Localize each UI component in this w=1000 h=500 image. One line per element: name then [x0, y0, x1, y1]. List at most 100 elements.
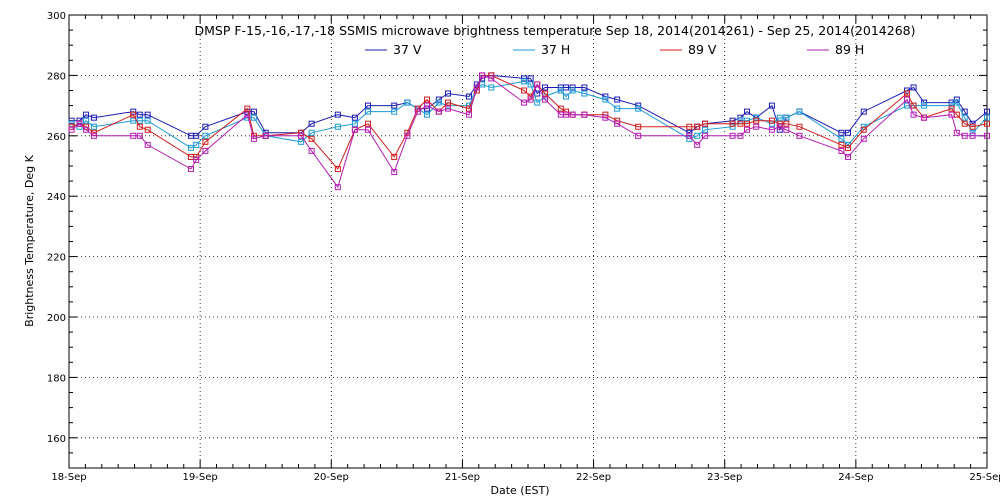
data-point — [435, 108, 442, 115]
data-point — [969, 132, 976, 139]
data-point — [351, 114, 358, 121]
data-point — [768, 117, 775, 124]
data-point — [488, 84, 495, 91]
data-point — [581, 84, 588, 91]
data-point — [521, 78, 528, 85]
data-point — [334, 184, 341, 191]
legend-item: 89 H — [807, 42, 864, 57]
x-tick-label: 19-Sep — [183, 472, 218, 483]
x-tick-label: 20-Sep — [314, 472, 349, 483]
data-point — [744, 108, 751, 115]
data-point — [244, 105, 251, 112]
data-point — [961, 114, 968, 121]
data-point — [424, 102, 431, 109]
data-point — [534, 99, 541, 106]
data-point — [737, 120, 744, 127]
series-line — [71, 74, 987, 189]
data-point — [694, 132, 701, 139]
data-point — [244, 111, 251, 118]
data-point — [404, 132, 411, 139]
data-point — [130, 132, 137, 139]
data-point — [702, 126, 709, 133]
data-point — [424, 111, 431, 118]
data-point — [796, 132, 803, 139]
data-point — [776, 123, 783, 130]
data-point — [753, 114, 760, 121]
data-point — [635, 132, 642, 139]
data-point — [262, 132, 269, 139]
data-point — [202, 132, 209, 139]
data-point — [557, 105, 564, 112]
data-point — [686, 123, 693, 130]
data-point — [969, 129, 976, 136]
data-point — [844, 144, 851, 151]
data-point — [351, 126, 358, 133]
data-point — [527, 75, 534, 82]
data-point — [953, 129, 960, 136]
data-point — [563, 84, 570, 91]
data-point — [308, 129, 315, 136]
data-point — [737, 114, 744, 121]
legend-label: 37 H — [541, 42, 570, 57]
data-point — [844, 153, 851, 160]
data-point — [602, 93, 609, 100]
y-tick-label: 180 — [47, 373, 66, 384]
data-point — [193, 141, 200, 148]
data-point — [860, 126, 867, 133]
data-point — [391, 108, 398, 115]
data-point — [694, 123, 701, 130]
data-point — [527, 96, 534, 103]
data-point — [435, 99, 442, 106]
data-point — [563, 108, 570, 115]
data-point — [768, 126, 775, 133]
data-point — [602, 96, 609, 103]
x-tick-label: 21-Sep — [445, 472, 480, 483]
data-point — [391, 153, 398, 160]
data-point — [435, 96, 442, 103]
data-point — [334, 166, 341, 173]
data-point — [838, 135, 845, 142]
x-tick-label: 22-Sep — [576, 472, 611, 483]
data-point — [465, 111, 472, 118]
data-point — [144, 126, 151, 133]
data-point — [961, 120, 968, 127]
data-point — [753, 117, 760, 124]
data-point — [557, 87, 564, 94]
data-point — [414, 108, 421, 115]
data-point — [308, 147, 315, 154]
data-point — [783, 120, 790, 127]
data-point — [984, 132, 990, 139]
data-point — [90, 123, 97, 130]
data-point — [542, 96, 549, 103]
y-tick-label: 220 — [47, 253, 66, 264]
data-point — [635, 105, 642, 112]
chart-title: DMSP F-15,-16,-17,-18 SSMIS microwave br… — [195, 23, 916, 38]
data-point — [465, 93, 472, 100]
legend-item: 37 V — [365, 42, 422, 57]
data-point — [308, 135, 315, 142]
data-point — [527, 81, 534, 88]
data-point — [424, 96, 431, 103]
data-point — [921, 114, 928, 121]
data-point — [910, 84, 917, 91]
series-lines — [68, 72, 990, 191]
data-point — [686, 132, 693, 139]
data-point — [473, 84, 480, 91]
data-point — [581, 111, 588, 118]
data-point — [144, 111, 151, 118]
data-point — [465, 105, 472, 112]
data-point — [130, 108, 137, 115]
legend-item: 37 H — [513, 42, 570, 57]
data-point — [365, 126, 372, 133]
data-point — [250, 135, 257, 142]
x-tick-label: 24-Sep — [838, 472, 873, 483]
data-point — [783, 114, 790, 121]
data-point — [602, 114, 609, 121]
data-point — [83, 111, 90, 118]
data-point — [404, 99, 411, 106]
data-point — [602, 111, 609, 118]
data-point — [796, 123, 803, 130]
series-89-v — [68, 72, 990, 173]
data-point — [83, 117, 90, 124]
